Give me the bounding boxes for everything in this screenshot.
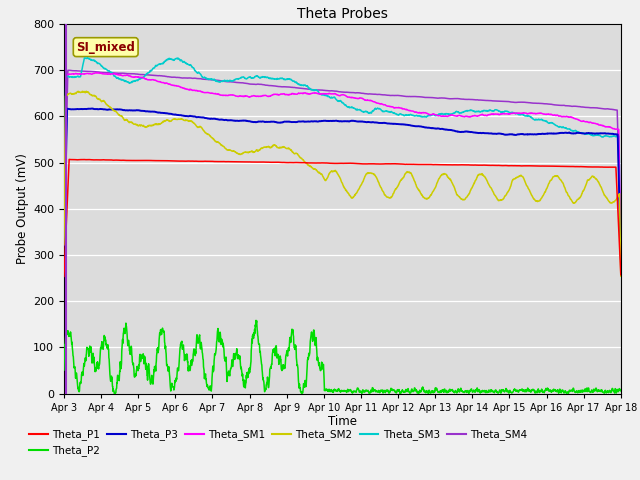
Y-axis label: Probe Output (mV): Probe Output (mV) [16,154,29,264]
Legend: Theta_P1, Theta_P2, Theta_P3, Theta_SM1, Theta_SM2, Theta_SM3, Theta_SM4: Theta_P1, Theta_P2, Theta_P3, Theta_SM1,… [25,425,531,460]
X-axis label: Time: Time [328,415,357,429]
Title: Theta Probes: Theta Probes [297,8,388,22]
Text: SI_mixed: SI_mixed [76,41,135,54]
